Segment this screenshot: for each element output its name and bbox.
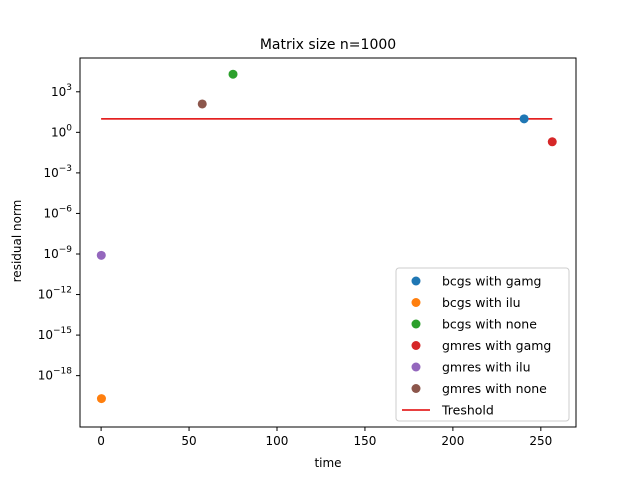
y-axis-ticks: 103 100 10−3 10−6 10−9 10−12 10−15 10−18 [38,83,80,383]
legend-label: gmres with none [442,381,547,396]
y-tick-label: 10−18 [38,367,73,383]
plot-area [79,57,577,428]
y-tick-label: 103 [51,83,72,99]
x-axis-ticks: 0 50 100 150 200 250 [97,427,552,448]
legend-marker [411,276,421,286]
axes-frame [79,57,577,428]
legend-label: bcgs with none [442,317,537,332]
legend-marker [411,362,421,372]
data-point [519,114,529,124]
y-tick-label: 10−6 [43,204,72,220]
data-point [197,99,207,109]
legend-marker [411,384,421,393]
data-point [547,137,557,147]
legend-label: bcgs with ilu [442,295,521,310]
y-tick-label: 10−15 [38,326,72,342]
x-tick-label: 150 [353,434,376,448]
y-axis-label: residual norm [10,200,24,283]
legend-label: Treshold [441,403,494,418]
legend-label: gmres with gamg [442,338,551,353]
chart-title: Matrix size n=1000 [260,37,396,53]
legend-label: gmres with ilu [442,360,531,375]
x-tick-label: 250 [529,434,552,448]
y-tick-label: 10−3 [43,164,72,180]
x-tick-label: 50 [181,434,196,448]
x-axis-label: time [314,456,341,470]
legend-marker [411,319,421,329]
x-tick-label: 0 [97,434,105,448]
data-point [96,394,106,404]
x-tick-label: 200 [441,434,464,448]
y-tick-label: 10−12 [38,286,72,302]
data-point [228,69,238,79]
legend-label: bcgs with gamg [442,274,541,289]
legend-box [395,267,570,422]
y-tick-label: 10−9 [43,245,72,261]
legend: bcgs with gamg bcgs with ilu bcgs with non… [395,267,570,422]
legend-marker [411,298,421,307]
x-tick-label: 100 [266,434,289,448]
y-tick-label: 100 [51,123,72,139]
data-point [96,250,106,260]
legend-marker [411,341,421,350]
